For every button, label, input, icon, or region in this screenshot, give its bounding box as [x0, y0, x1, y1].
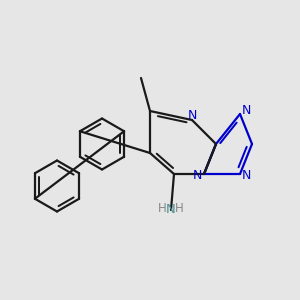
Text: H: H [158, 202, 167, 215]
Text: N: N [187, 109, 197, 122]
Text: H: H [175, 202, 184, 215]
Text: N: N [193, 169, 203, 182]
Text: N: N [166, 203, 176, 216]
Text: N: N [242, 169, 251, 182]
Text: N: N [242, 104, 251, 117]
